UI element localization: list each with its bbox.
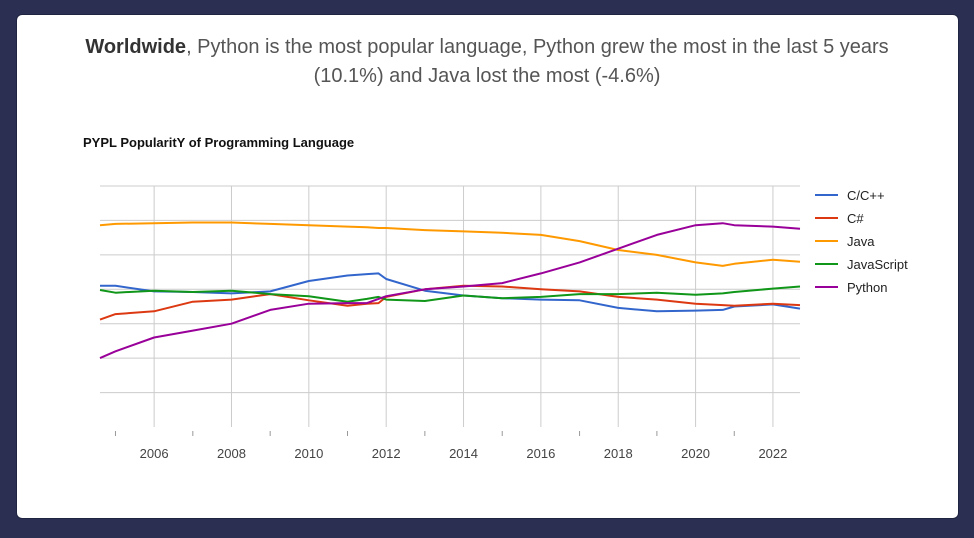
series-line-javascript: [99, 285, 801, 303]
legend-label: Python: [847, 280, 887, 295]
series-lines: [99, 221, 801, 360]
headline-bold: Worldwide: [85, 36, 187, 58]
chart-grid: [100, 185, 800, 436]
x-tick-label: 2022: [758, 446, 787, 461]
content-card: Worldwide, Python is the most popular la…: [17, 15, 958, 518]
legend-label: C/C++: [847, 188, 885, 203]
headline-rest: , Python is the most popular language, P…: [186, 36, 889, 87]
x-tick-label: 2020: [681, 446, 710, 461]
chart-legend: C/C++ C# Java JavaScript Python: [815, 188, 908, 295]
legend-label: JavaScript: [847, 257, 908, 272]
x-tick-label: 2018: [604, 446, 633, 461]
legend-label: C#: [847, 211, 864, 226]
x-tick-label: 2006: [140, 446, 169, 461]
legend-label: Java: [847, 234, 875, 249]
x-tick-label: 2010: [294, 446, 323, 461]
headline: Worldwide, Python is the most popular la…: [77, 33, 897, 91]
series-line-c-c-: [100, 272, 801, 313]
x-tick-label: 2008: [217, 446, 246, 461]
chart-title: PYPL PopularitY of Programming Language: [83, 135, 355, 150]
x-tick-label: 2016: [526, 446, 555, 461]
series-line-python: [99, 222, 801, 360]
x-tick-label: 2014: [449, 446, 478, 461]
x-axis-ticks: 2006 2008 2010 2012 2014 2016 2018 2020 2022: [140, 446, 788, 461]
x-tick-label: 2012: [372, 446, 401, 461]
series-line-java: [99, 221, 801, 267]
